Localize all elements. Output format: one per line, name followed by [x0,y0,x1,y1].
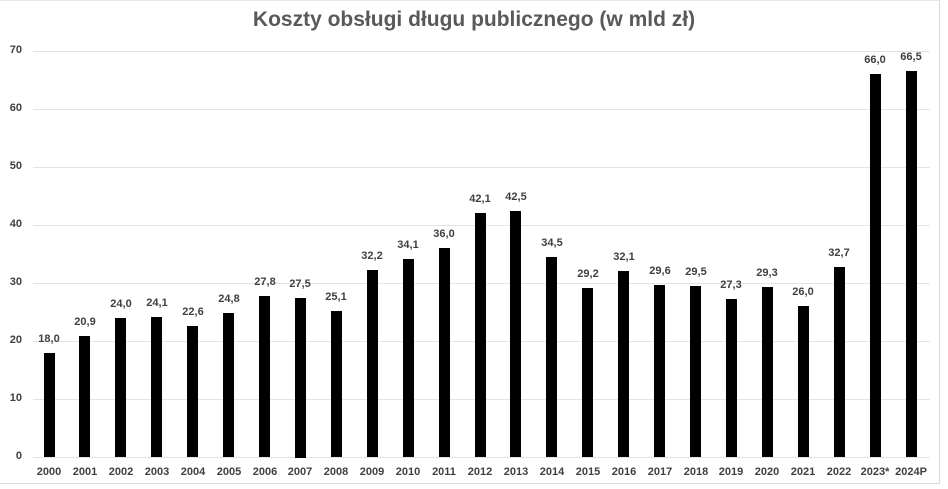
x-tick-label: 2000 [36,466,62,478]
data-label: 42,1 [469,193,491,205]
x-tick-label: 2002 [108,466,134,478]
data-label: 32,1 [613,251,635,263]
bar [115,318,126,457]
data-label: 24,0 [110,298,132,310]
bar [79,336,90,457]
x-tick-label: 2017 [647,466,673,478]
data-label: 29,2 [577,268,599,280]
x-tick-label: 2012 [467,466,493,478]
bar [331,311,342,457]
x-tick-label: 2014 [539,466,565,478]
y-tick-label: 50 [9,160,22,172]
data-label: 22,6 [182,306,204,318]
bar [870,74,881,457]
x-tick-label: 2011 [432,466,456,478]
data-label: 29,5 [685,266,707,278]
data-label: 24,8 [218,293,240,305]
bar [582,288,593,457]
x-tick-label: 2019 [718,466,744,478]
bar [762,287,773,457]
x-tick-label: 2024P [895,466,927,478]
bar [834,267,845,457]
gridline [33,51,930,52]
x-tick-label: 2007 [287,466,313,478]
x-tick-label: 2018 [683,466,709,478]
x-tick-label: 2001 [72,466,98,478]
y-tick-label: 10 [9,392,22,404]
bar [618,271,629,457]
bar [259,296,270,457]
gridline [33,167,930,168]
data-label: 34,1 [397,239,419,251]
data-label: 25,1 [325,291,347,303]
bar [546,257,557,457]
data-label: 27,3 [720,279,742,291]
data-label: 29,3 [756,267,778,279]
bar [295,298,306,458]
bar [223,313,234,457]
x-tick-label: 2009 [359,466,385,478]
gridline [33,109,930,110]
data-label: 66,5 [900,51,922,63]
bar [654,285,665,457]
data-label: 29,6 [649,265,671,277]
bar [367,270,378,457]
data-label: 27,5 [289,278,311,290]
x-tick-label: 2022 [826,466,852,478]
x-tick-label: 2013 [503,466,529,478]
x-tick-label: 2006 [252,466,278,478]
data-label: 24,1 [146,297,168,309]
bar [403,259,414,457]
y-tick-label: 20 [9,334,22,346]
data-label: 32,2 [361,250,383,262]
y-tick-label: 40 [9,218,22,230]
y-tick-label: 30 [9,276,22,288]
x-tick-label: 2023* [860,466,890,478]
data-label: 27,8 [254,276,276,288]
x-tick-label: 2020 [754,466,780,478]
x-tick-label: 2003 [144,466,170,478]
bar [726,299,737,457]
data-label: 20,9 [74,316,96,328]
bar [510,211,521,457]
chart-title: Koszty obsługi długu publicznego (w mld … [252,8,696,31]
y-tick-label: 0 [15,450,22,462]
data-label: 36,0 [433,228,455,240]
data-label: 42,5 [505,191,527,203]
x-tick-label: 2005 [216,466,242,478]
data-label: 26,0 [792,286,814,298]
x-tick-label: 2015 [575,466,601,478]
x-tick-label: 2004 [180,466,206,478]
bar [475,213,486,457]
x-tick-label: 2016 [611,466,637,478]
data-label: 32,7 [828,247,850,259]
bar [798,306,809,457]
bar [690,286,701,457]
bar [439,248,450,457]
bar [906,71,917,457]
y-tick-label: 70 [9,44,22,56]
bar [151,317,162,457]
data-label: 18,0 [38,333,60,345]
bar [44,353,55,457]
x-tick-label: 2010 [395,466,421,478]
y-tick-label: 60 [9,102,22,114]
x-tick-label: 2021 [790,466,816,478]
gridline [33,457,930,458]
data-label: 66,0 [864,54,886,66]
data-label: 34,5 [541,237,563,249]
bar [187,326,198,457]
x-tick-label: 2008 [323,466,349,478]
